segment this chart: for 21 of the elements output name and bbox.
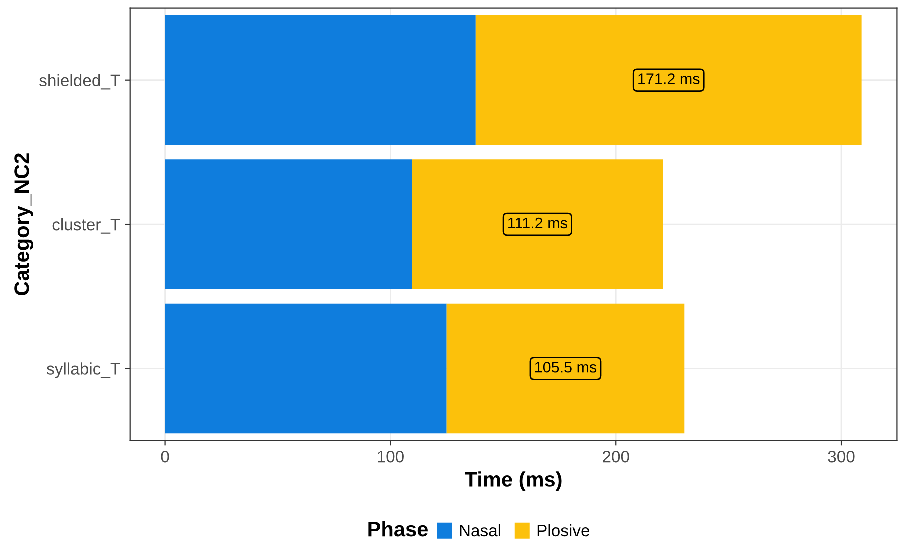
bar [165,304,447,434]
bar [165,15,476,146]
legend-title: Phase [368,521,428,537]
y-tick-label: shielded_T [40,74,120,90]
y-axis-title: Category_NC2 [14,154,34,296]
x-tick-label: 300 [828,450,855,463]
legend-label: Plosive [538,524,590,537]
x-tick-label: 0 [161,450,170,463]
data-label: 171.2 ms [638,74,700,84]
data-label: 105.5 ms [535,362,597,373]
bar [476,15,862,146]
y-tick-label: cluster_T [52,218,120,234]
x-tick-label: 100 [378,450,404,463]
x-axis-title: Time (ms) [465,472,562,492]
bar [412,160,663,290]
bar [165,160,412,290]
y-tick-label: syllabic_T [47,362,120,378]
legend-label: Nasal [460,524,500,537]
data-label: 111.2 ms [508,218,568,229]
x-tick-label: 200 [603,450,630,463]
bar [446,304,685,434]
